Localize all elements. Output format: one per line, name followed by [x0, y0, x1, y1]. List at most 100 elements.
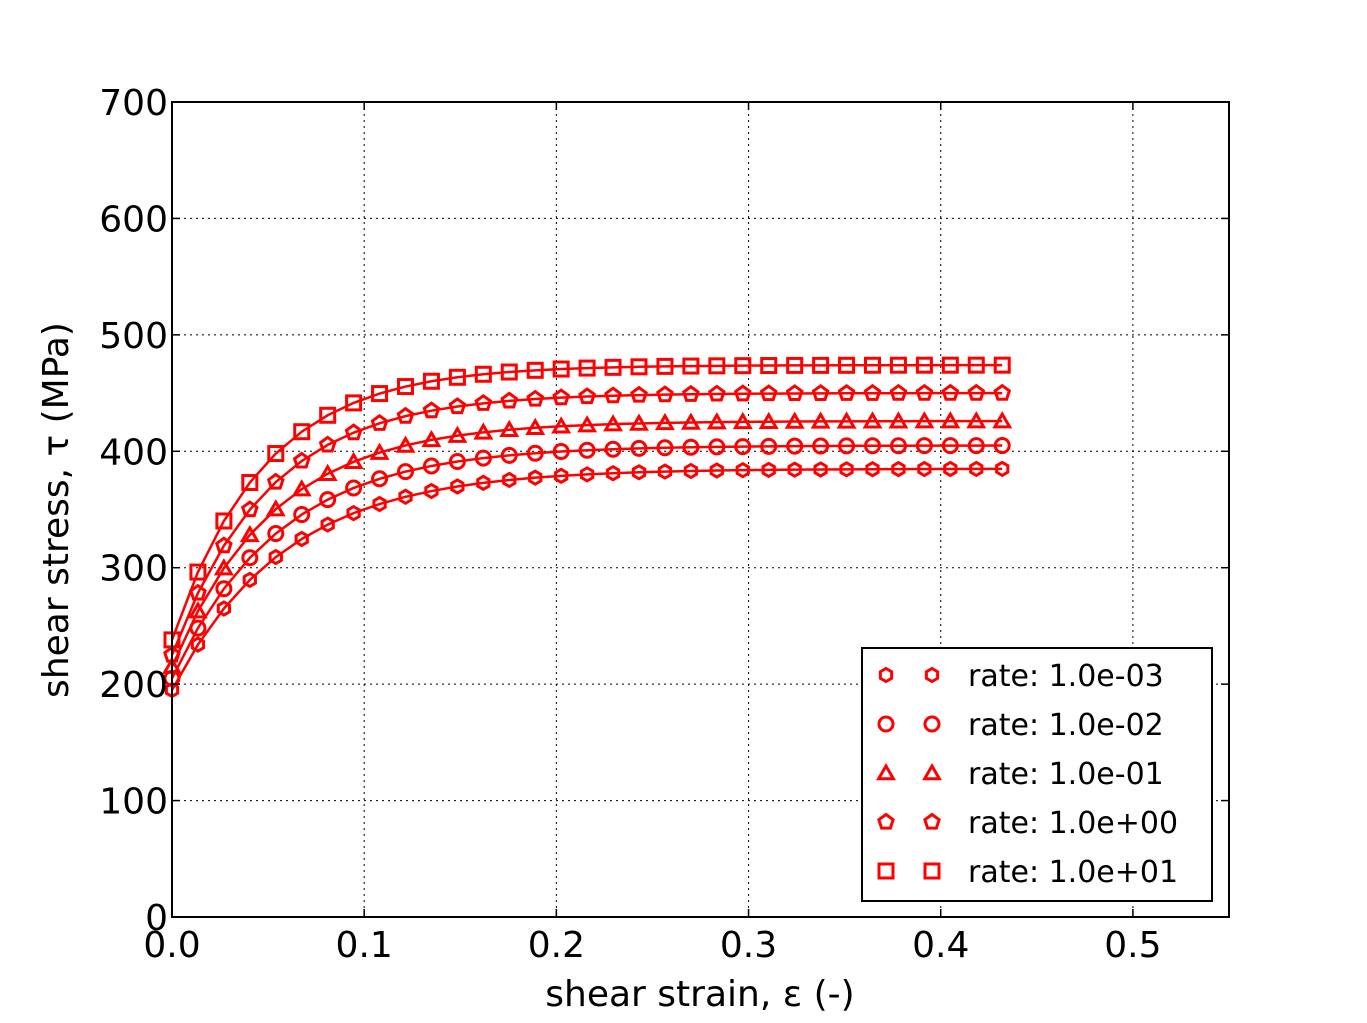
- data-point: [966, 411, 987, 429]
- x-tick-label: 0.2: [528, 925, 585, 966]
- data-point: [371, 470, 389, 488]
- plot-frame: [171, 101, 1230, 918]
- data-point: [526, 361, 544, 379]
- data-point: [812, 356, 830, 374]
- data-point: [268, 548, 283, 566]
- data-point: [891, 460, 906, 478]
- data-point: [992, 411, 1013, 429]
- data-point: [732, 411, 753, 430]
- data-point: [500, 391, 519, 409]
- data-point: [680, 412, 701, 430]
- data-point: [761, 461, 776, 479]
- data-point: [682, 357, 700, 375]
- data-point: [917, 460, 932, 478]
- data-point: [214, 536, 233, 554]
- data-point: [811, 384, 830, 401]
- data-point: [422, 401, 441, 419]
- series-square: [163, 356, 1011, 649]
- data-point: [450, 478, 465, 495]
- series-layer: [162, 356, 1013, 699]
- data-point: [241, 474, 259, 492]
- series-triangle: [162, 411, 1013, 674]
- data-point: [239, 524, 260, 543]
- data-point: [343, 451, 364, 470]
- legend-marker: [924, 666, 940, 684]
- data-point: [785, 384, 804, 402]
- data-point: [993, 437, 1011, 455]
- data-point: [578, 387, 597, 405]
- data-point: [786, 356, 804, 374]
- data-point: [682, 438, 700, 456]
- data-point: [734, 357, 752, 375]
- data-point: [888, 411, 909, 429]
- data-point: [187, 601, 208, 619]
- data-point: [317, 463, 338, 481]
- data-point: [473, 422, 494, 440]
- data-point: [839, 461, 854, 478]
- data-point: [242, 571, 257, 589]
- legend-label: rate: 1.0e-02: [968, 708, 1164, 743]
- data-point: [993, 356, 1011, 374]
- data-point: [421, 429, 442, 448]
- data-point: [474, 365, 492, 383]
- series-line: [170, 419, 1003, 668]
- series-pentagon: [163, 383, 1012, 663]
- data-point: [812, 437, 830, 455]
- data-point: [995, 460, 1010, 478]
- data-point: [319, 406, 337, 424]
- data-point: [604, 358, 622, 376]
- data-point: [265, 499, 286, 517]
- data-point: [500, 363, 518, 381]
- data-point: [424, 482, 439, 500]
- data-point: [241, 549, 259, 567]
- data-point: [708, 357, 726, 375]
- y-axis-title: shear stress, τ (MPa): [36, 322, 77, 698]
- data-point: [865, 460, 880, 478]
- data-point: [502, 471, 517, 489]
- data-point: [474, 449, 492, 467]
- data-point: [629, 413, 649, 431]
- data-point: [526, 444, 544, 462]
- data-point: [969, 460, 984, 478]
- data-point: [293, 506, 311, 524]
- data-point: [397, 378, 415, 396]
- data-point: [579, 466, 595, 483]
- data-point: [552, 443, 570, 461]
- data-point: [838, 437, 856, 455]
- x-tick-label: 0.3: [720, 925, 777, 966]
- data-point: [370, 413, 389, 431]
- x-tick-label: 0.0: [143, 925, 200, 966]
- data-point: [372, 495, 387, 513]
- data-point: [213, 558, 234, 576]
- data-point: [395, 435, 416, 453]
- data-point: [346, 504, 361, 522]
- data-point: [993, 383, 1012, 401]
- data-point: [630, 385, 648, 403]
- data-point: [551, 416, 572, 434]
- data-point: [657, 463, 673, 480]
- data-point: [267, 525, 285, 543]
- legend-label: rate: 1.0e-03: [968, 659, 1164, 694]
- legend-marker: [878, 666, 894, 684]
- data-point: [345, 479, 363, 497]
- data-point: [578, 359, 596, 377]
- data-point: [760, 437, 778, 455]
- data-point: [940, 411, 961, 429]
- data-point: [578, 441, 596, 459]
- legend-marker: [922, 762, 942, 781]
- legend-label: rate: 1.0e-01: [968, 757, 1164, 792]
- data-point: [837, 383, 856, 401]
- data-point: [293, 423, 311, 441]
- data-point: [604, 440, 622, 458]
- legend-marker: [923, 812, 941, 830]
- data-point: [603, 414, 624, 432]
- data-point: [889, 356, 907, 374]
- data-point: [709, 462, 724, 479]
- data-point: [554, 467, 569, 485]
- legend-label: rate: 1.0e+00: [968, 806, 1178, 841]
- data-point: [656, 439, 674, 457]
- legend-item: rate: 1.0e-02: [877, 708, 1164, 743]
- y-tick-label: 200: [99, 665, 168, 706]
- data-point: [398, 488, 413, 506]
